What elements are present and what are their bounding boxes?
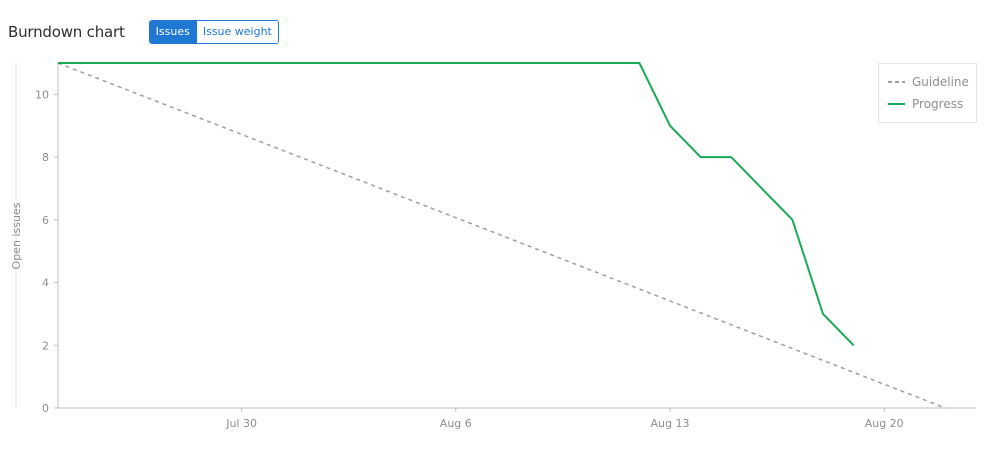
- axes-layer: 0 2 4 6 8 10 Jul 30 Aug 6 Aug 13 Aug 20 Open issue…: [10, 63, 976, 430]
- x-tick-label: Aug 20: [865, 417, 904, 430]
- y-tick-label: 0: [42, 402, 49, 415]
- x-tick-label: Aug 13: [651, 417, 690, 430]
- y-tick-label: 10: [35, 88, 49, 101]
- issues-toggle-button[interactable]: Issues: [149, 21, 196, 43]
- legend: Guideline Progress: [878, 63, 977, 123]
- x-tick-label: Jul 30: [225, 417, 257, 430]
- series-guideline-line: [57, 62, 946, 409]
- y-tick-label: 8: [42, 151, 49, 164]
- metric-toggle: Issues Issue weight: [148, 20, 279, 44]
- y-tick-label: 6: [42, 214, 49, 227]
- legend-label-progress: Progress: [912, 97, 963, 111]
- legend-label-guideline: Guideline: [912, 75, 969, 89]
- legend-box: [878, 63, 977, 123]
- y-axis-title: Open issues: [10, 202, 23, 269]
- y-tick-label: 4: [42, 277, 49, 290]
- series-progress-line: [58, 62, 855, 346]
- chart-header: Burndown chart Issues Issue weight: [8, 19, 279, 45]
- series-layer: [57, 62, 946, 409]
- page-title: Burndown chart: [8, 23, 125, 41]
- y-tick-label: 2: [42, 339, 49, 352]
- x-tick-label: Aug 6: [440, 417, 472, 430]
- issue-weight-toggle-button[interactable]: Issue weight: [195, 21, 278, 43]
